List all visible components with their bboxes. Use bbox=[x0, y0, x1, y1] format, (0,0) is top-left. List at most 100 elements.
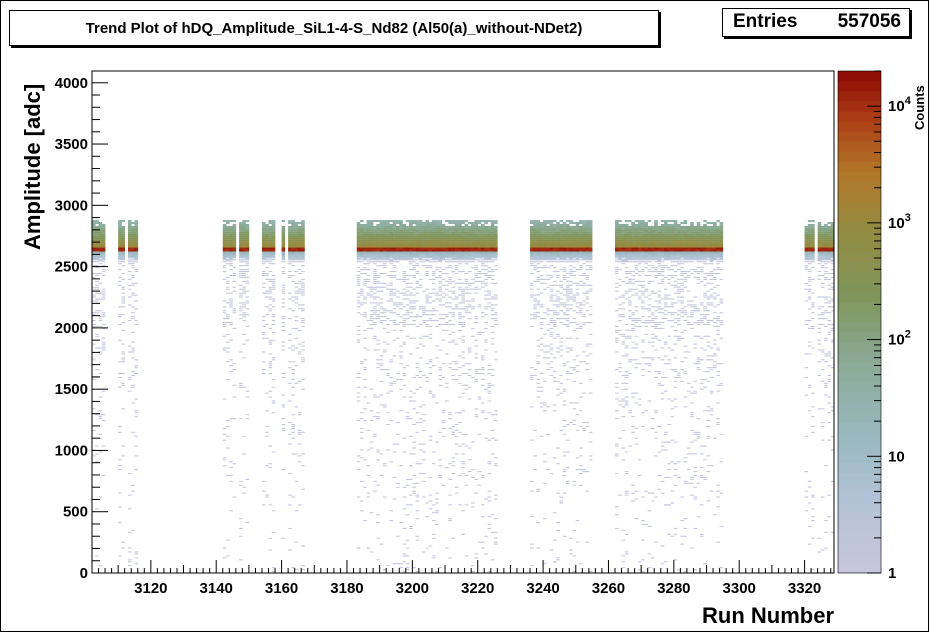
heatmap-cell bbox=[552, 259, 557, 261]
heatmap-cell bbox=[546, 278, 550, 280]
heatmap-cell bbox=[435, 241, 439, 244]
heatmap-cell bbox=[530, 233, 534, 236]
heatmap-cell bbox=[490, 318, 495, 320]
heatmap-cell bbox=[647, 308, 652, 310]
heatmap-cell bbox=[435, 259, 439, 261]
heatmap-cell bbox=[121, 257, 125, 260]
heatmap-cell bbox=[680, 284, 684, 286]
heatmap-cell bbox=[376, 418, 380, 420]
heatmap-cell bbox=[634, 280, 639, 282]
heatmap-cell bbox=[461, 302, 465, 304]
heatmap-cell bbox=[474, 247, 479, 250]
heatmap-cell bbox=[101, 343, 106, 345]
heatmap-cell bbox=[222, 255, 227, 258]
heatmap-cell bbox=[360, 237, 364, 240]
heatmap-cell bbox=[245, 231, 250, 234]
heatmap-cell bbox=[92, 408, 96, 410]
heatmap-cell bbox=[673, 251, 678, 254]
heatmap-cell bbox=[98, 251, 103, 254]
heatmap-cell bbox=[615, 386, 619, 388]
heatmap-cell bbox=[134, 233, 139, 236]
heatmap-cell bbox=[271, 223, 276, 227]
heatmap-cell bbox=[670, 261, 675, 263]
heatmap-cell bbox=[464, 433, 469, 435]
heatmap-cell bbox=[281, 251, 286, 254]
heatmap-cell bbox=[438, 286, 443, 288]
heatmap-cell bbox=[445, 329, 449, 331]
heatmap-cell bbox=[281, 292, 286, 294]
heatmap-cell bbox=[451, 341, 456, 343]
heatmap-cell bbox=[297, 292, 302, 294]
heatmap-cell bbox=[226, 314, 230, 316]
heatmap-cell bbox=[229, 418, 233, 420]
heatmap-cell bbox=[222, 433, 227, 435]
heatmap-cell bbox=[654, 455, 658, 457]
heatmap-cell bbox=[552, 376, 557, 378]
heatmap-cell bbox=[562, 255, 567, 258]
heatmap-cell bbox=[448, 265, 452, 267]
heatmap-cell bbox=[575, 469, 580, 471]
heatmap-cell bbox=[673, 406, 678, 408]
heatmap-cell bbox=[637, 221, 642, 225]
heatmap-cell bbox=[441, 376, 446, 378]
heatmap-cell bbox=[134, 235, 139, 238]
heatmap-cell bbox=[438, 229, 443, 232]
heatmap-cell bbox=[677, 227, 681, 230]
heatmap-cell bbox=[556, 245, 560, 248]
heatmap-cell bbox=[425, 221, 429, 225]
heatmap-cell bbox=[356, 251, 361, 254]
heatmap-cell bbox=[673, 329, 678, 331]
heatmap-cell bbox=[356, 329, 361, 331]
heatmap-cell bbox=[471, 376, 475, 378]
heatmap-cell bbox=[546, 239, 550, 242]
heatmap-cell bbox=[245, 314, 250, 316]
heatmap-cell bbox=[641, 369, 645, 371]
heatmap-cell bbox=[356, 312, 361, 314]
heatmap-cell bbox=[379, 474, 384, 477]
heatmap-cell bbox=[546, 433, 550, 435]
heatmap-cell bbox=[127, 320, 132, 322]
heatmap-cell bbox=[660, 253, 665, 256]
heatmap-cell bbox=[229, 474, 233, 477]
heatmap-cell bbox=[405, 255, 410, 258]
heatmap-cell bbox=[569, 553, 573, 555]
heatmap-cell bbox=[226, 243, 230, 246]
heatmap-cell bbox=[660, 267, 665, 269]
heatmap-cell bbox=[539, 292, 544, 294]
heatmap-cell bbox=[490, 245, 495, 248]
heatmap-cell bbox=[631, 223, 635, 227]
heatmap-cell bbox=[454, 443, 459, 445]
heatmap-cell bbox=[431, 237, 436, 240]
heatmap-cell bbox=[438, 290, 443, 292]
heatmap-cell bbox=[448, 520, 452, 522]
heatmap-cell bbox=[543, 380, 547, 382]
heatmap-cell bbox=[438, 261, 443, 263]
heatmap-cell bbox=[487, 231, 492, 234]
heatmap-cell bbox=[291, 369, 295, 371]
heatmap-cell bbox=[402, 294, 407, 296]
heatmap-cell bbox=[441, 243, 446, 246]
heatmap-cell bbox=[389, 294, 394, 296]
heatmap-cell bbox=[294, 253, 299, 256]
heatmap-cell bbox=[301, 453, 305, 455]
heatmap-cell bbox=[458, 271, 462, 273]
heatmap-cell bbox=[95, 233, 99, 236]
heatmap-cell bbox=[291, 453, 295, 455]
heatmap-cell bbox=[425, 302, 429, 304]
heatmap-cell bbox=[373, 272, 377, 275]
heatmap-cell bbox=[409, 302, 413, 304]
heatmap-cell bbox=[399, 357, 403, 359]
heatmap-cell bbox=[582, 241, 586, 244]
heatmap-cell bbox=[405, 227, 410, 230]
heatmap-cell bbox=[454, 249, 459, 252]
heatmap-cell bbox=[422, 496, 426, 498]
heatmap-cell bbox=[399, 259, 403, 261]
heatmap-cell bbox=[680, 233, 684, 236]
heatmap-cell bbox=[480, 476, 485, 478]
heatmap-cell bbox=[405, 274, 410, 277]
heatmap-cell bbox=[621, 251, 626, 254]
heatmap-cell bbox=[657, 327, 662, 329]
heatmap-cell bbox=[291, 253, 295, 256]
heatmap-cell bbox=[356, 392, 361, 394]
heatmap-cell bbox=[118, 237, 122, 240]
